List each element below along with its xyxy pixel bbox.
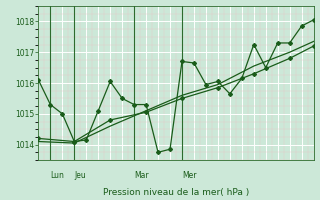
Text: Pression niveau de la mer( hPa ): Pression niveau de la mer( hPa ): [103, 188, 249, 197]
Text: Lun: Lun: [50, 171, 64, 180]
Text: Jeu: Jeu: [74, 171, 86, 180]
Text: Mar: Mar: [134, 171, 149, 180]
Text: Mer: Mer: [182, 171, 196, 180]
